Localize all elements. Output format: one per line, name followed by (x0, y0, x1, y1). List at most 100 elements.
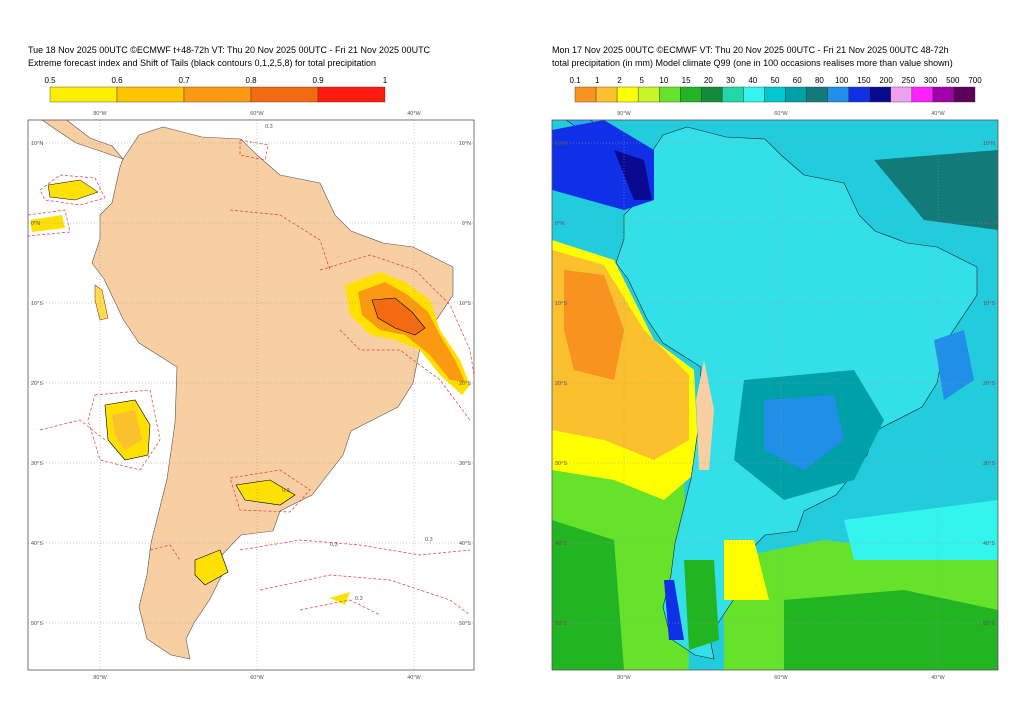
lat-label: 50°S (459, 621, 471, 627)
lat-label: 40°S (31, 541, 43, 547)
lat-label: 30°S (555, 461, 567, 467)
right-colorbar: 0.1 1 2 5 10 15 20 30 40 50 60 80 100 150 200 250 300 500… (569, 76, 982, 103)
lon-label: 40°W (407, 111, 421, 117)
colorbar-label: 250 (902, 76, 916, 85)
lon-label: 80°W (93, 111, 107, 117)
colorbar-box (848, 86, 870, 103)
colorbar-box (722, 86, 744, 103)
colorbar-box (250, 86, 319, 103)
right-map (552, 120, 998, 670)
colorbar-label: 15 (682, 76, 691, 85)
lat-label: 50°S (555, 621, 567, 627)
lat-label: 10°N (983, 141, 995, 147)
colorbar-label: 300 (924, 76, 938, 85)
lat-label: 10°S (983, 301, 995, 307)
colorbar-box (785, 86, 807, 103)
colorbar-box (764, 86, 786, 103)
map-axis-labels: 80°W 80°W 60°W 60°W 40°W 40°W 10°N 10°N 0°N 0°N 10… (31, 111, 995, 681)
colorbar-label: 50 (771, 76, 780, 85)
colorbar-box (183, 86, 252, 103)
colorbar-label: 20 (704, 76, 713, 85)
colorbar-label: 30 (726, 76, 735, 85)
colorbar-label: 1 (595, 76, 600, 85)
colorbar-box (659, 86, 681, 103)
lon-label: 60°W (250, 675, 264, 681)
contour-label: 0.3 (425, 537, 433, 543)
lat-label: 40°S (555, 541, 567, 547)
colorbar-box (317, 86, 386, 103)
lat-label: 0°N (986, 221, 995, 227)
colorbar-box (49, 86, 118, 103)
right-header: total precipitation (in mm) Model climat… (552, 58, 953, 68)
colorbar-label: 0.6 (111, 76, 123, 85)
colorbar-box (932, 86, 955, 103)
colorbar-box (595, 86, 618, 103)
colorbar-label: 60 (793, 76, 802, 85)
lat-label: 0°N (31, 221, 40, 227)
colorbar-label: 150 (857, 76, 871, 85)
colorbar-box (637, 86, 660, 103)
lat-label: 10°S (31, 301, 43, 307)
lat-label: 50°S (983, 621, 995, 627)
contour-label: 0.3 (282, 488, 290, 494)
lat-label: 30°S (459, 461, 471, 467)
colorbar-box (616, 86, 639, 103)
colorbar-box (701, 86, 723, 103)
colorbar-label: 80 (815, 76, 824, 85)
colorbar-label: 700 (968, 76, 982, 85)
lat-label: 20°S (459, 381, 471, 387)
right-frame (551, 119, 999, 671)
colorbar-label: 0.9 (312, 76, 324, 85)
colorbar-label: 10 (659, 76, 668, 85)
lon-label: 40°W (407, 675, 421, 681)
lat-label: 0°N (555, 221, 564, 227)
colorbar-label: 40 (748, 76, 757, 85)
colorbar-box (116, 86, 185, 103)
lon-label: 40°W (931, 675, 945, 681)
right-header: Mon 17 Nov 2025 00UTC ©ECMWF VT: Thu 20 … (552, 45, 949, 55)
lat-label: 10°N (31, 141, 43, 147)
lon-label: 60°W (774, 111, 788, 117)
colorbar-label: 100 (835, 76, 849, 85)
colorbar-label: 2 (617, 76, 622, 85)
lat-label: 30°S (983, 461, 995, 467)
lat-label: 20°S (555, 381, 567, 387)
lat-label: 30°S (31, 461, 43, 467)
lon-label: 80°W (617, 111, 631, 117)
left-header: Extreme forecast index and Shift of Tail… (28, 58, 376, 68)
lat-label: 40°S (459, 541, 471, 547)
colorbar-label: 0.7 (178, 76, 190, 85)
colorbar-box (953, 86, 976, 103)
contour-label: 0.3 (330, 542, 338, 548)
lat-label: 20°S (983, 381, 995, 387)
colorbar-box (574, 86, 597, 103)
colorbar-box (911, 86, 934, 103)
colorbar-box (869, 86, 891, 103)
left-header: Tue 18 Nov 2025 00UTC ©ECMWF t+48-72h VT… (28, 45, 431, 55)
lat-label: 10°N (555, 141, 567, 147)
colorbar-label: 0.5 (44, 76, 56, 85)
colorbar-box (680, 86, 702, 103)
left-colorbar: 0.5 0.6 0.7 0.8 0.9 1 (44, 76, 388, 103)
colorbar-label: 200 (879, 76, 893, 85)
lat-label: 10°S (555, 301, 567, 307)
lat-label: 10°N (459, 141, 471, 147)
colorbar-label: 0.1 (569, 76, 581, 85)
colorbar-box (743, 86, 765, 103)
lat-label: 50°S (31, 621, 43, 627)
colorbar-box (827, 86, 849, 103)
lat-label: 0°N (462, 221, 471, 227)
lon-label: 60°W (774, 675, 788, 681)
lon-label: 60°W (250, 111, 264, 117)
colorbar-box (806, 86, 828, 103)
lon-label: 80°W (93, 675, 107, 681)
left-frame (27, 119, 475, 671)
colorbar-label: 1 (383, 76, 388, 85)
lon-label: 40°W (931, 111, 945, 117)
colorbar-label: 5 (639, 76, 644, 85)
contour-label: 0.3 (265, 124, 273, 130)
lat-label: 20°S (31, 381, 43, 387)
left-map: 0.3 0.3 0.3 0.3 0.3 (28, 120, 474, 670)
